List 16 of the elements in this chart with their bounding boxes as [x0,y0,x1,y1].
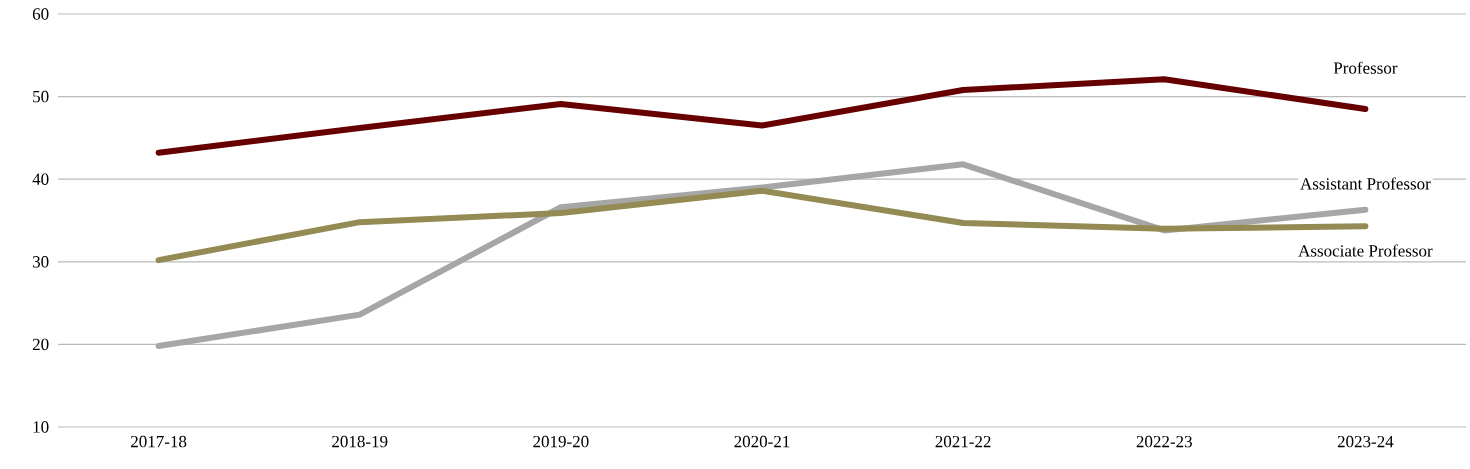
series-label: Associate Professor [1298,244,1433,257]
series-label: Professor [1333,61,1398,74]
y-tick-label: 10 [33,421,49,433]
x-tick-label: 2023-24 [1337,435,1394,448]
y-tick-label: 30 [32,256,49,268]
x-tick-label: 2017-18 [131,435,187,448]
x-tick-label: 2021-22 [935,435,991,448]
y-tick-label: 20 [32,338,49,351]
series-label: Assistant Professor [1300,177,1431,190]
x-tick-label: 2019-20 [533,435,589,448]
y-tick-label: 60 [32,8,49,20]
x-tick-label: 2022-23 [1136,435,1192,448]
y-tick-label: 50 [33,90,49,103]
x-tick-label: 2020-21 [734,435,790,448]
x-tick-label: 2018-19 [332,435,388,448]
y-tick-label: 40 [32,173,49,185]
